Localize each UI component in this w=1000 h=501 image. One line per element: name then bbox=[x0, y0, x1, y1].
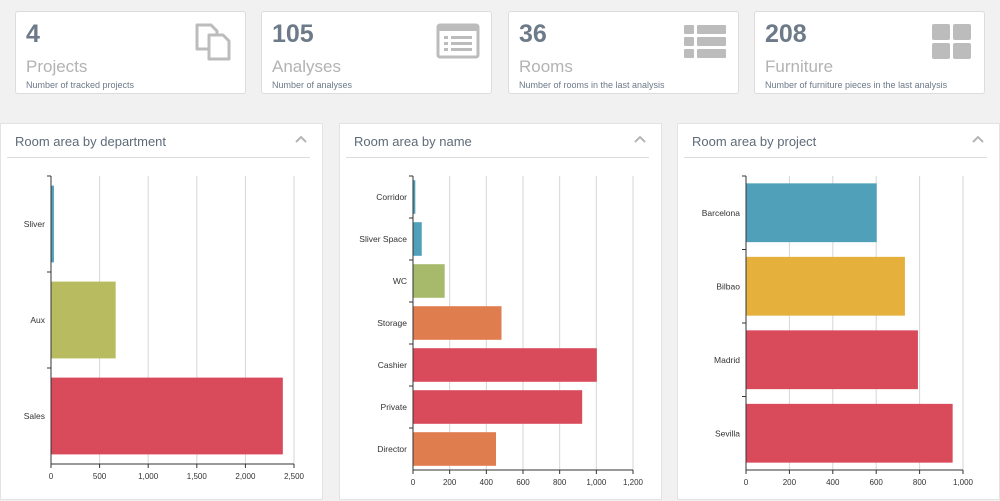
panel-room-area-by-name: Room area by name 0 200 400 600 800 1,000 1,20… bbox=[339, 123, 662, 500]
x-tick-label: 1,200 bbox=[623, 478, 644, 487]
x-tick-label: 0 bbox=[411, 478, 416, 487]
bar bbox=[413, 264, 445, 298]
x-tick-label: 2,000 bbox=[235, 472, 256, 481]
copy-icon bbox=[195, 23, 231, 61]
category-label: Sevilla bbox=[715, 428, 740, 438]
bar bbox=[746, 330, 918, 390]
project-bar-chart: 0 200 400 600 800 1,000 Barcelona Bilbao Madrid S… bbox=[702, 175, 974, 487]
category-label: Sliver Space bbox=[359, 234, 407, 244]
kpi-label: Rooms bbox=[519, 57, 573, 76]
category-label: Bilbao bbox=[716, 281, 740, 291]
kpi-card-rooms: 36 Rooms Number of rooms in the last ana… bbox=[508, 11, 739, 94]
bar bbox=[51, 281, 116, 359]
x-tick-label: 1,500 bbox=[187, 472, 208, 481]
x-tick-label: 600 bbox=[870, 478, 884, 487]
panel-room-area-by-project: Room area by project 0 200 400 600 800 1,000 B… bbox=[677, 123, 1000, 500]
kpi-value: 36 bbox=[519, 20, 547, 48]
bar bbox=[51, 377, 283, 455]
kpi-label: Furniture bbox=[765, 57, 834, 76]
x-tick-label: 400 bbox=[480, 478, 494, 487]
panel-title: Room area by department bbox=[15, 134, 167, 149]
bar bbox=[413, 222, 422, 256]
kpi-card-analyses: 105 Analyses Number of analyses bbox=[261, 11, 492, 94]
bar bbox=[746, 256, 905, 316]
kpi-value: 105 bbox=[272, 20, 314, 48]
x-tick-label: 2,500 bbox=[284, 472, 305, 481]
category-label: Aux bbox=[30, 315, 45, 325]
kpi-value: 4 bbox=[26, 20, 40, 48]
category-label: Barcelona bbox=[702, 208, 741, 218]
grid-icon bbox=[932, 24, 971, 59]
panel-divider bbox=[7, 157, 310, 158]
kpi-description: Number of furniture pieces in the last a… bbox=[765, 80, 948, 90]
bar bbox=[413, 180, 416, 214]
chevron-up-icon[interactable] bbox=[633, 134, 647, 144]
department-bar-chart: 0 500 1,000 1,500 2,000 2,500 Sliver Aux Sales bbox=[24, 175, 305, 481]
x-tick-label: 800 bbox=[913, 478, 927, 487]
x-tick-label: 400 bbox=[826, 478, 840, 487]
category-label: Storage bbox=[377, 318, 407, 328]
x-tick-label: 200 bbox=[443, 478, 457, 487]
chevron-up-icon[interactable] bbox=[294, 134, 308, 144]
x-tick-label: 0 bbox=[49, 472, 54, 481]
kpi-card-projects: 4 Projects Number of tracked projects bbox=[15, 11, 246, 94]
bar bbox=[746, 403, 953, 463]
bar bbox=[746, 183, 877, 243]
category-label: Private bbox=[381, 402, 408, 412]
bar bbox=[413, 306, 502, 340]
kpi-card-furniture: 208 Furniture Number of furniture pieces… bbox=[754, 11, 985, 94]
list-icon bbox=[436, 23, 480, 59]
panel-divider bbox=[346, 157, 649, 158]
category-label: Director bbox=[377, 444, 407, 454]
category-label: Corridor bbox=[376, 192, 407, 202]
bar bbox=[413, 432, 496, 466]
kpi-label: Projects bbox=[26, 57, 88, 76]
kpi-description: Number of rooms in the last analysis bbox=[519, 80, 665, 90]
panel-room-area-by-department: Room area by department 0 500 1,000 1,500 2,… bbox=[0, 123, 323, 500]
name-bar-chart: 0 200 400 600 800 1,000 1,200 Corridor Sliver Sp… bbox=[359, 175, 644, 487]
category-label: Sliver bbox=[24, 219, 45, 229]
category-label: Madrid bbox=[714, 355, 740, 365]
bar bbox=[51, 185, 54, 263]
category-label: Cashier bbox=[378, 360, 407, 370]
x-tick-label: 1,000 bbox=[953, 478, 974, 487]
kpi-description: Number of tracked projects bbox=[26, 80, 135, 90]
x-tick-label: 1,000 bbox=[138, 472, 159, 481]
x-tick-label: 600 bbox=[516, 478, 530, 487]
panel-title: Room area by name bbox=[354, 134, 472, 149]
bar bbox=[413, 348, 597, 382]
x-tick-label: 800 bbox=[553, 478, 567, 487]
panel-title: Room area by project bbox=[692, 134, 817, 149]
x-tick-label: 500 bbox=[93, 472, 107, 481]
x-tick-label: 0 bbox=[744, 478, 749, 487]
bar bbox=[413, 390, 583, 424]
kpi-description: Number of analyses bbox=[272, 80, 353, 90]
kpi-label: Analyses bbox=[272, 57, 341, 76]
kpi-value: 208 bbox=[765, 20, 807, 48]
category-label: Sales bbox=[24, 411, 45, 421]
panel-divider bbox=[684, 157, 987, 158]
table-rows-icon bbox=[684, 25, 726, 58]
x-tick-label: 1,000 bbox=[586, 478, 607, 487]
category-label: WC bbox=[393, 276, 407, 286]
chevron-up-icon[interactable] bbox=[971, 134, 985, 144]
x-tick-label: 200 bbox=[783, 478, 797, 487]
